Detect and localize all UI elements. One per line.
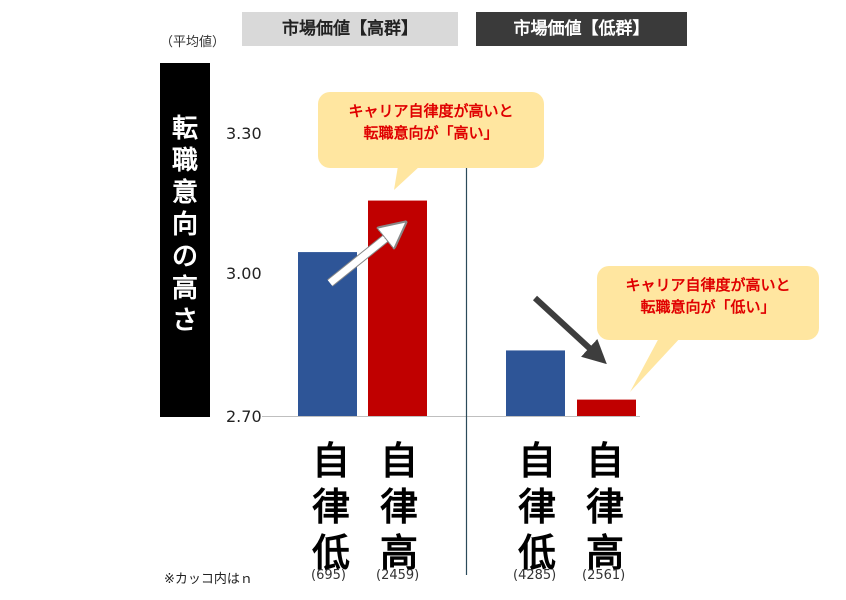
x-category-char: 低 bbox=[311, 531, 350, 575]
callout-high-tail bbox=[394, 166, 420, 190]
y-axis-label-char: 意 bbox=[171, 178, 198, 208]
bar-low-autonomy-low bbox=[506, 350, 565, 416]
y-axis-label-char: 転 bbox=[171, 114, 198, 144]
y-axis-label-char: 高 bbox=[171, 274, 198, 304]
x-category-char: 律 bbox=[517, 485, 556, 529]
y-axis-label-char: 職 bbox=[171, 146, 198, 176]
x-category-label: 自 律 高 bbox=[580, 438, 630, 576]
sample-size-label: (695) bbox=[311, 568, 346, 583]
y-tick-label: 3.00 bbox=[226, 264, 262, 283]
x-category-label: 自 律 低 bbox=[512, 438, 562, 576]
callout-line: 転職意向が「低い」 bbox=[640, 298, 776, 316]
y-axis-label-char: の bbox=[171, 242, 198, 272]
trend-down-arrow bbox=[532, 295, 607, 365]
y-axis-label-char: さ bbox=[171, 306, 198, 336]
sample-size-label: (2561) bbox=[582, 568, 626, 583]
sample-size-label: (2459) bbox=[376, 568, 420, 583]
bar-low-autonomy-high bbox=[577, 399, 636, 416]
y-tick-label: 2.70 bbox=[226, 407, 262, 426]
callout-low-tail bbox=[630, 336, 682, 392]
x-category-char: 自 bbox=[311, 439, 350, 483]
y-axis-label-box: 転 職 意 向 の 高 さ bbox=[160, 63, 210, 417]
callout-high-group: キャリア自律度が高いと 転職意向が「高い」 bbox=[318, 92, 544, 168]
average-note: （平均値） bbox=[160, 35, 226, 50]
sample-size-label: (4285) bbox=[513, 568, 557, 583]
callout-low-group: キャリア自律度が高いと 転職意向が「低い」 bbox=[597, 266, 819, 340]
callout-line: キャリア自律度が高いと bbox=[625, 276, 791, 294]
y-axis-label-char: 向 bbox=[171, 210, 198, 240]
x-category-char: 低 bbox=[517, 531, 556, 575]
trend-up-arrow bbox=[327, 230, 396, 286]
x-category-label: 自 律 低 bbox=[306, 438, 356, 576]
callout-line: 転職意向が「高い」 bbox=[363, 124, 499, 142]
y-axis-label: 転 職 意 向 の 高 さ bbox=[160, 113, 210, 337]
x-category-char: 自 bbox=[517, 439, 556, 483]
x-category-char: 高 bbox=[585, 531, 624, 575]
x-category-label: 自 律 高 bbox=[374, 438, 424, 576]
x-category-char: 自 bbox=[379, 439, 418, 483]
x-category-char: 律 bbox=[311, 485, 350, 529]
x-category-char: 高 bbox=[379, 531, 418, 575]
header-market-value-high: 市場価値【高群】 bbox=[242, 12, 458, 46]
bar-high-autonomy-low bbox=[298, 252, 357, 416]
callout-line: キャリア自律度が高いと bbox=[348, 102, 514, 120]
sample-size-note: ※カッコ内はｎ bbox=[164, 572, 253, 587]
x-category-char: 律 bbox=[379, 485, 418, 529]
header-market-value-low: 市場価値【低群】 bbox=[476, 12, 687, 46]
x-category-char: 自 bbox=[585, 439, 624, 483]
y-tick-label: 3.30 bbox=[226, 124, 262, 143]
x-category-char: 律 bbox=[585, 485, 624, 529]
